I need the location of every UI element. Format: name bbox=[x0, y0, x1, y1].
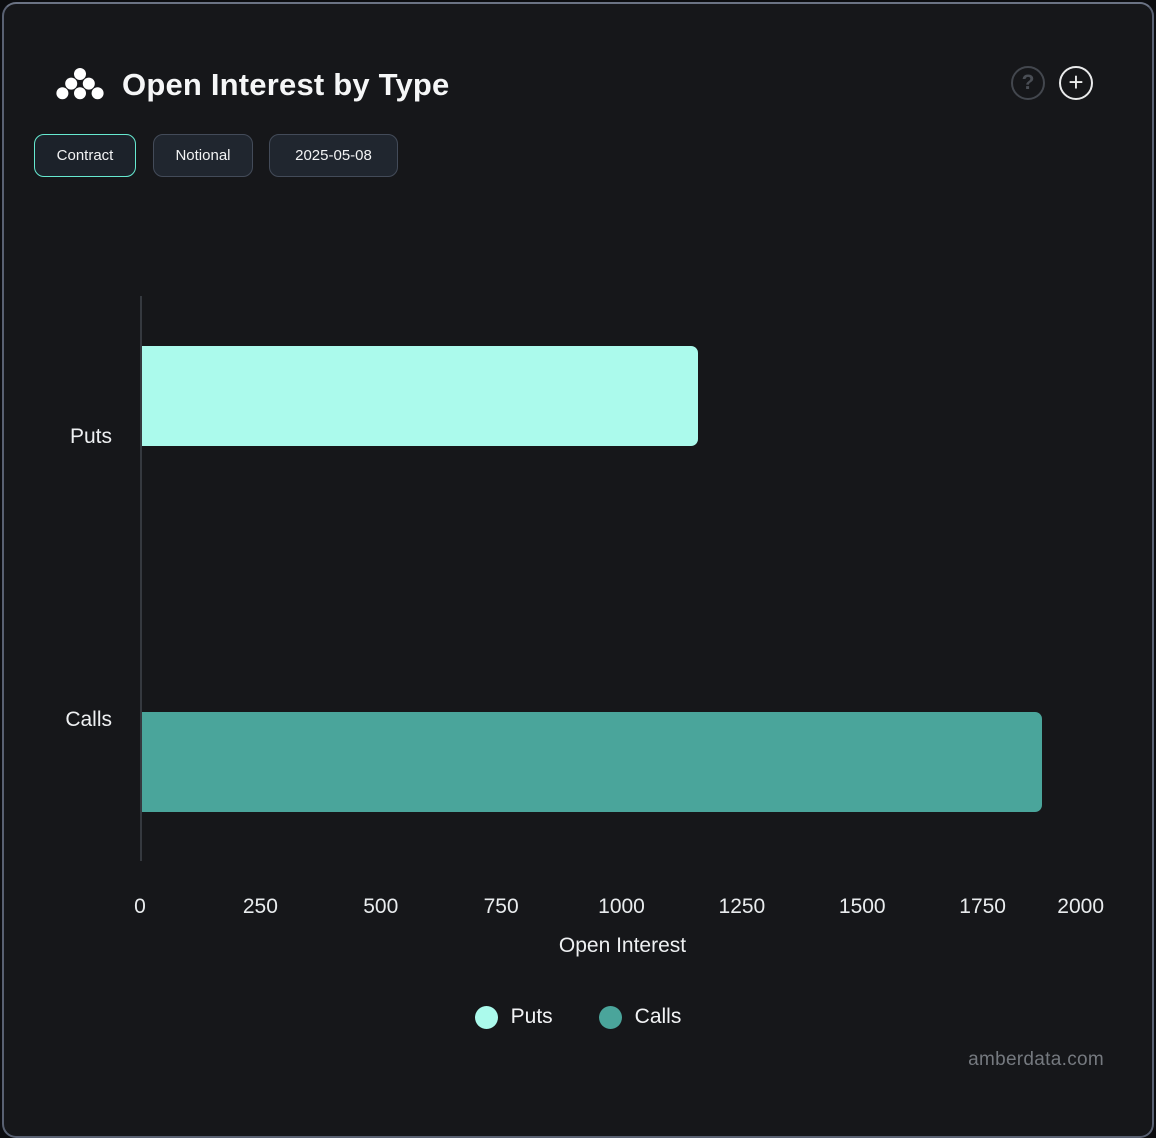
legend-item-puts[interactable]: Puts bbox=[474, 1005, 553, 1029]
y-category-label: Calls bbox=[65, 708, 112, 731]
x-tick-label: 250 bbox=[242, 895, 278, 918]
contract-toggle-button[interactable]: Contract bbox=[34, 134, 136, 177]
x-tick-label: 1000 bbox=[598, 895, 645, 918]
y-category-label: Puts bbox=[69, 425, 112, 448]
date-selector-button[interactable]: 2025-05-08 bbox=[269, 134, 398, 177]
add-icon[interactable]: + bbox=[1059, 66, 1093, 100]
legend-label: Puts bbox=[510, 1005, 553, 1028]
help-icon[interactable]: ? bbox=[1011, 66, 1045, 100]
x-tick-label: 1250 bbox=[718, 895, 766, 918]
x-tick-label: 2000 bbox=[1057, 895, 1104, 918]
x-tick-label: 1750 bbox=[959, 895, 1006, 918]
legend-swatch-icon bbox=[474, 1005, 498, 1029]
amberdata-logo-icon bbox=[56, 68, 104, 100]
chart-legend: Puts Calls bbox=[0, 1000, 1156, 1034]
legend-label: Calls bbox=[634, 1005, 682, 1028]
x-tick-label: 0 bbox=[134, 895, 146, 918]
page-title: Open Interest by Type bbox=[122, 67, 450, 102]
legend-item-calls[interactable]: Calls bbox=[598, 1005, 682, 1029]
watermark-text: amberdata.com bbox=[968, 1049, 1104, 1070]
y-axis-line bbox=[140, 296, 142, 861]
legend-swatch-icon bbox=[598, 1005, 622, 1029]
bar-puts[interactable] bbox=[142, 346, 698, 446]
notional-toggle-button[interactable]: Notional bbox=[153, 134, 253, 177]
x-tick-label: 750 bbox=[483, 895, 519, 918]
bar-calls[interactable] bbox=[142, 712, 1042, 812]
x-axis-title: Open Interest bbox=[558, 934, 687, 957]
x-tick-label: 500 bbox=[363, 895, 399, 918]
x-tick-label: 1500 bbox=[838, 895, 886, 918]
